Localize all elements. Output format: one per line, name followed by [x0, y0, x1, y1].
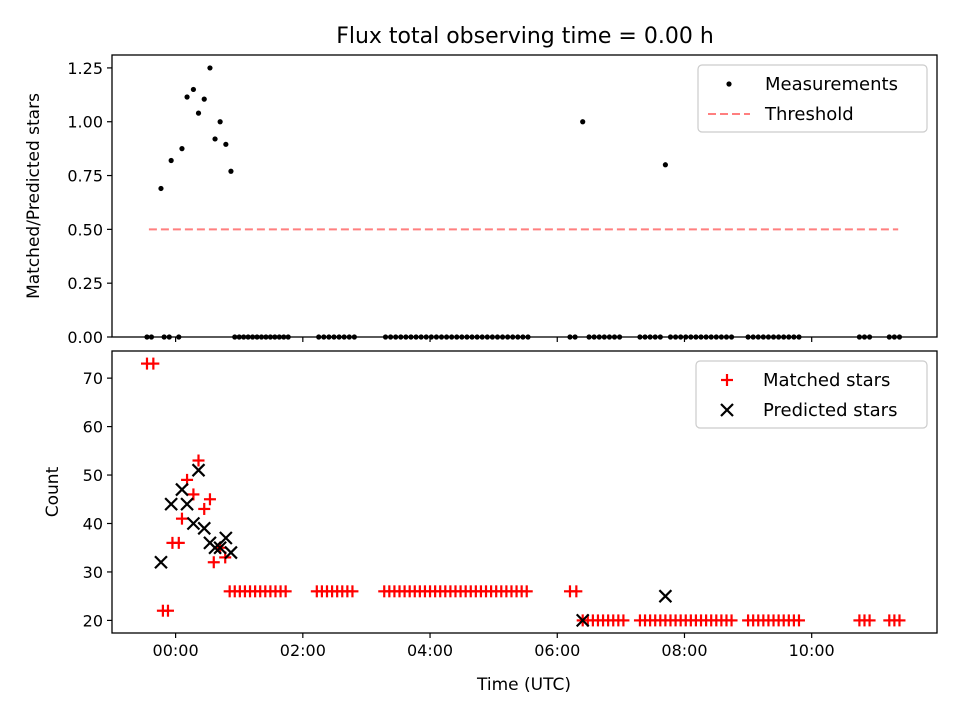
measurements-point	[195, 110, 202, 116]
chart-title: Flux total observing time = 0.00 h	[336, 24, 714, 49]
top-legend: Measurements Threshold	[697, 64, 928, 133]
matched-stars-point	[570, 585, 583, 598]
x-tick-label: 06:00	[534, 641, 580, 660]
y-tick-label: 0.00	[67, 328, 103, 347]
bottom-plot-frame	[111, 350, 938, 634]
y-tick-label: 0.25	[67, 274, 103, 293]
x-axis-label: Time (UTC)	[476, 675, 571, 695]
matched-stars-point	[520, 585, 533, 598]
measurements-point	[223, 141, 229, 147]
predicted-stars-point	[164, 497, 178, 511]
legend-label-predicted-stars: Predicted stars	[763, 400, 897, 421]
x-tick-label: 04:00	[407, 641, 453, 660]
predicted-stars-point	[191, 463, 206, 477]
bottom-legend: Matched stars Predicted stars	[695, 360, 928, 429]
predicted-stars-point	[175, 482, 189, 497]
y-tick-label: 0.50	[67, 220, 103, 239]
y-tick-label: 70	[83, 369, 103, 388]
y-tick-label: 20	[83, 611, 103, 630]
top-y-axis-label: Matched/Predicted stars	[24, 93, 44, 299]
bottom-x-ticks: 00:00 02:00 04:00 06:00 08:00 10:00	[153, 633, 835, 660]
predicted-stars-point	[154, 555, 168, 570]
predicted-stars-point	[197, 521, 212, 536]
measurements-point	[184, 94, 190, 100]
matched-stars-point	[207, 556, 220, 569]
x-tick-label: 08:00	[661, 641, 707, 660]
matched-stars-point	[863, 614, 876, 627]
matched-stars-point	[192, 454, 205, 467]
measurements-point	[207, 65, 213, 71]
matched-stars-point	[617, 614, 630, 627]
x-tick-label: 02:00	[280, 641, 326, 660]
matched-stars-point	[198, 502, 211, 515]
bottom-y-axis-label: Count	[43, 466, 63, 517]
matched-stars-point	[725, 614, 738, 627]
legend-label-measurements: Measurements	[765, 74, 898, 95]
measurements-point	[580, 119, 586, 125]
measurements-point	[201, 96, 207, 102]
legend-label-matched-stars: Matched stars	[763, 370, 890, 391]
counts-panel: 20 30 40 50 60 70 00:00 02:00 04:00 06:00 08:00 10…	[43, 350, 938, 695]
x-tick-label: 00:00	[153, 641, 199, 660]
top-y-ticks: 0.00 0.25 0.50 0.75 1.00 1.25	[67, 59, 112, 347]
y-tick-label: 50	[83, 466, 103, 485]
y-tick-label: 1.25	[67, 59, 103, 78]
y-tick-label: 1.00	[67, 113, 103, 132]
matched-stars-point	[187, 488, 200, 501]
measurements-point	[158, 185, 164, 192]
measurements-point	[228, 168, 234, 174]
matched-stars-point	[175, 512, 188, 525]
legend-marker-predicted-stars	[720, 403, 734, 417]
y-tick-label: 0.75	[67, 167, 103, 186]
x-tick-label: 10:00	[789, 641, 835, 660]
matched-stars-point	[203, 493, 216, 506]
predicted-stars-point	[224, 545, 238, 560]
measurements-panel: Flux total observing time = 0.00 h 0.000…	[24, 24, 938, 347]
measurements-point	[662, 162, 668, 168]
predicted-stars-point	[575, 613, 590, 628]
y-tick-label: 30	[83, 563, 103, 582]
legend-marker-matched-stars	[721, 374, 733, 386]
matched-stars-point	[147, 357, 160, 370]
matched-stars-point	[161, 604, 174, 617]
y-tick-label: 40	[83, 514, 103, 533]
measurements-point	[190, 86, 197, 93]
bottom-y-ticks: 20 30 40 50 60 70	[83, 369, 112, 630]
bottom-legend-frame	[695, 360, 928, 429]
matched-stars-point	[893, 614, 906, 627]
top-legend-frame	[697, 64, 928, 133]
predicted-stars-point	[658, 589, 673, 603]
matched-stars-point	[279, 585, 292, 598]
measurements-point	[168, 157, 174, 164]
legend-label-threshold: Threshold	[764, 104, 854, 125]
matched-stars-point	[172, 536, 185, 549]
legend-marker-measurements	[726, 81, 732, 87]
top-plot-frame	[111, 54, 938, 338]
matched-stars-point	[792, 614, 805, 627]
predicted-stars-point	[219, 531, 233, 545]
predicted-stars-point	[186, 516, 201, 531]
measurements-point	[179, 146, 185, 152]
matched-stars-point	[346, 585, 359, 598]
bottom-series-layer	[140, 357, 906, 628]
predicted-stars-point	[180, 497, 194, 511]
measurements-point	[217, 119, 223, 125]
top-x-ticks	[175, 337, 813, 342]
measurements-point	[212, 136, 218, 142]
y-tick-label: 60	[83, 418, 103, 437]
predicted-stars-point	[213, 540, 227, 555]
predicted-stars-point	[208, 540, 222, 555]
